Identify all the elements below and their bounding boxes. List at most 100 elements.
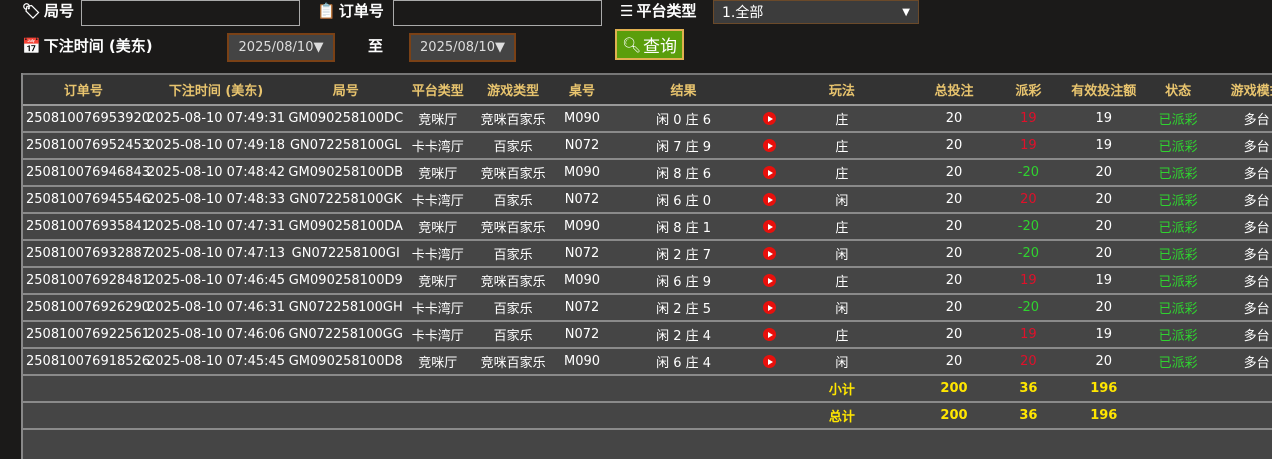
payout-cell: 20 bbox=[1003, 186, 1054, 214]
column-header: 总投注 bbox=[904, 73, 1004, 106]
game-type-cell: 百家乐 bbox=[470, 321, 556, 349]
total-cell bbox=[1202, 402, 1272, 430]
game-mode-cell: 多台 bbox=[1202, 240, 1272, 268]
play-cell[interactable] bbox=[758, 213, 780, 241]
play-video-icon[interactable] bbox=[762, 301, 776, 314]
platform-cell: 竞咪厅 bbox=[405, 267, 471, 295]
order-label: 📋 订单号 bbox=[317, 1, 384, 21]
round-label: 🏷 局号 bbox=[22, 1, 75, 21]
table-row[interactable]: 250810076952453 2025-08-10 07:49:18 GN0722… bbox=[21, 132, 1272, 160]
table-row[interactable]: 250810076932887 2025-08-10 07:47:13 GN0722… bbox=[21, 240, 1272, 268]
play-video-icon[interactable] bbox=[762, 355, 776, 368]
platform-select[interactable]: 1.全部 ▼ bbox=[713, 0, 919, 24]
total-bet-cell: 20 bbox=[904, 105, 1004, 133]
total-payout: 36 bbox=[1003, 402, 1054, 430]
table-row[interactable]: 250810076945546 2025-08-10 07:48:33 GN0722… bbox=[21, 186, 1272, 214]
search-button[interactable]: 🔍︎ 查询 bbox=[615, 29, 684, 60]
play-video-icon[interactable] bbox=[762, 112, 776, 125]
column-header: 结果 bbox=[608, 73, 759, 106]
play-video-icon[interactable] bbox=[762, 247, 776, 260]
round-input[interactable] bbox=[81, 0, 300, 26]
round-id-cell: GN072258100GK bbox=[286, 186, 406, 214]
valid-bet-cell: 20 bbox=[1053, 159, 1155, 187]
bet-time-cell: 2025-08-10 07:47:13 bbox=[145, 240, 287, 268]
platform-cell: 竞咪厅 bbox=[405, 348, 471, 376]
play-video-icon[interactable] bbox=[762, 220, 776, 233]
date-from-picker[interactable]: 2025/08/10▼ bbox=[227, 33, 335, 62]
column-header: 订单号 bbox=[21, 73, 146, 106]
play-cell[interactable] bbox=[758, 348, 780, 376]
play-cell[interactable] bbox=[758, 321, 780, 349]
play-cell[interactable] bbox=[758, 186, 780, 214]
status-cell: 已派彩 bbox=[1154, 348, 1203, 376]
table-row[interactable]: 250810076946843 2025-08-10 07:48:42 GM0902… bbox=[21, 159, 1272, 187]
total-total-bet: 200 bbox=[904, 402, 1004, 430]
valid-bet-cell: 19 bbox=[1053, 105, 1155, 133]
table-row[interactable]: 250810076953920 2025-08-10 07:49:31 GM0902… bbox=[21, 105, 1272, 133]
status-cell: 已派彩 bbox=[1154, 132, 1203, 160]
table-row[interactable]: 250810076926290 2025-08-10 07:46:31 GN0722… bbox=[21, 294, 1272, 322]
subtotal-payout: 36 bbox=[1003, 375, 1054, 403]
bet-type-cell: 庄 bbox=[779, 159, 905, 187]
table-row[interactable]: 250810076918526 2025-08-10 07:45:45 GM0902… bbox=[21, 348, 1272, 376]
column-header: 游戏模式 bbox=[1202, 73, 1272, 106]
total-bet-cell: 20 bbox=[904, 240, 1004, 268]
play-cell[interactable] bbox=[758, 105, 780, 133]
order-id-cell: 250810076945546 bbox=[21, 186, 150, 214]
play-cell[interactable] bbox=[758, 159, 780, 187]
order-id-cell: 250810076946843 bbox=[21, 159, 150, 187]
total-cell bbox=[758, 402, 780, 430]
table-no-cell: N072 bbox=[555, 186, 609, 214]
status-cell: 已派彩 bbox=[1154, 294, 1203, 322]
platform-cell: 卡卡湾厅 bbox=[405, 240, 471, 268]
play-video-icon[interactable] bbox=[762, 328, 776, 341]
valid-bet-cell: 20 bbox=[1053, 240, 1155, 268]
play-video-icon[interactable] bbox=[762, 166, 776, 179]
search-icon: 🔍︎ bbox=[621, 35, 642, 54]
order-input[interactable] bbox=[393, 0, 602, 26]
bet-time-cell: 2025-08-10 07:45:45 bbox=[145, 348, 287, 376]
bet-type-cell: 闲 bbox=[779, 186, 905, 214]
play-video-icon[interactable] bbox=[762, 274, 776, 287]
valid-bet-cell: 20 bbox=[1053, 213, 1155, 241]
play-cell[interactable] bbox=[758, 267, 780, 295]
total-valid-bet: 196 bbox=[1053, 402, 1155, 430]
subtotal-cell bbox=[405, 375, 471, 403]
column-header: 状态 bbox=[1154, 73, 1203, 106]
column-header: 桌号 bbox=[555, 73, 609, 106]
table-row[interactable]: 250810076935841 2025-08-10 07:47:31 GM0902… bbox=[21, 213, 1272, 241]
play-video-icon[interactable] bbox=[762, 139, 776, 152]
bet-type-cell: 庄 bbox=[779, 267, 905, 295]
play-video-icon[interactable] bbox=[762, 193, 776, 206]
table-no-cell: N072 bbox=[555, 321, 609, 349]
play-cell[interactable] bbox=[758, 294, 780, 322]
game-type-cell: 竞咪百家乐 bbox=[470, 105, 556, 133]
game-type-cell: 百家乐 bbox=[470, 240, 556, 268]
bet-time-cell: 2025-08-10 07:46:45 bbox=[145, 267, 287, 295]
column-header: 下注时间 (美东) bbox=[145, 73, 287, 106]
total-bet-cell: 20 bbox=[904, 186, 1004, 214]
game-mode-cell: 多台 bbox=[1202, 213, 1272, 241]
result-cell: 闲 2 庄 5 bbox=[608, 294, 759, 322]
game-mode-cell: 多台 bbox=[1202, 321, 1272, 349]
status-cell: 已派彩 bbox=[1154, 213, 1203, 241]
play-cell[interactable] bbox=[758, 240, 780, 268]
platform-cell: 竞咪厅 bbox=[405, 213, 471, 241]
date-to-picker[interactable]: 2025/08/10▼ bbox=[409, 33, 516, 62]
status-cell: 已派彩 bbox=[1154, 240, 1203, 268]
status-cell: 已派彩 bbox=[1154, 267, 1203, 295]
bet-type-cell: 闲 bbox=[779, 348, 905, 376]
time-label: 📅 下注时间 (美东) bbox=[22, 36, 153, 56]
play-cell[interactable] bbox=[758, 132, 780, 160]
bet-records-table: 订单号 下注时间 (美东) 局号 平台类型 游戏类型 桌号 结果 玩法 总投注 派彩 有效投注额 状态… bbox=[21, 73, 1272, 430]
table-row[interactable]: 250810076922561 2025-08-10 07:46:06 GN0722… bbox=[21, 321, 1272, 349]
total-cell bbox=[555, 402, 609, 430]
round-id-cell: GM090258100DB bbox=[286, 159, 406, 187]
valid-bet-cell: 20 bbox=[1053, 348, 1155, 376]
bet-time-cell: 2025-08-10 07:48:33 bbox=[145, 186, 287, 214]
total-row: 总计 200 36 196 bbox=[21, 402, 1272, 430]
table-no-cell: M090 bbox=[555, 267, 609, 295]
tag-icon: 🏷 bbox=[22, 1, 42, 20]
table-no-cell: M090 bbox=[555, 159, 609, 187]
table-row[interactable]: 250810076928481 2025-08-10 07:46:45 GM0902… bbox=[21, 267, 1272, 295]
